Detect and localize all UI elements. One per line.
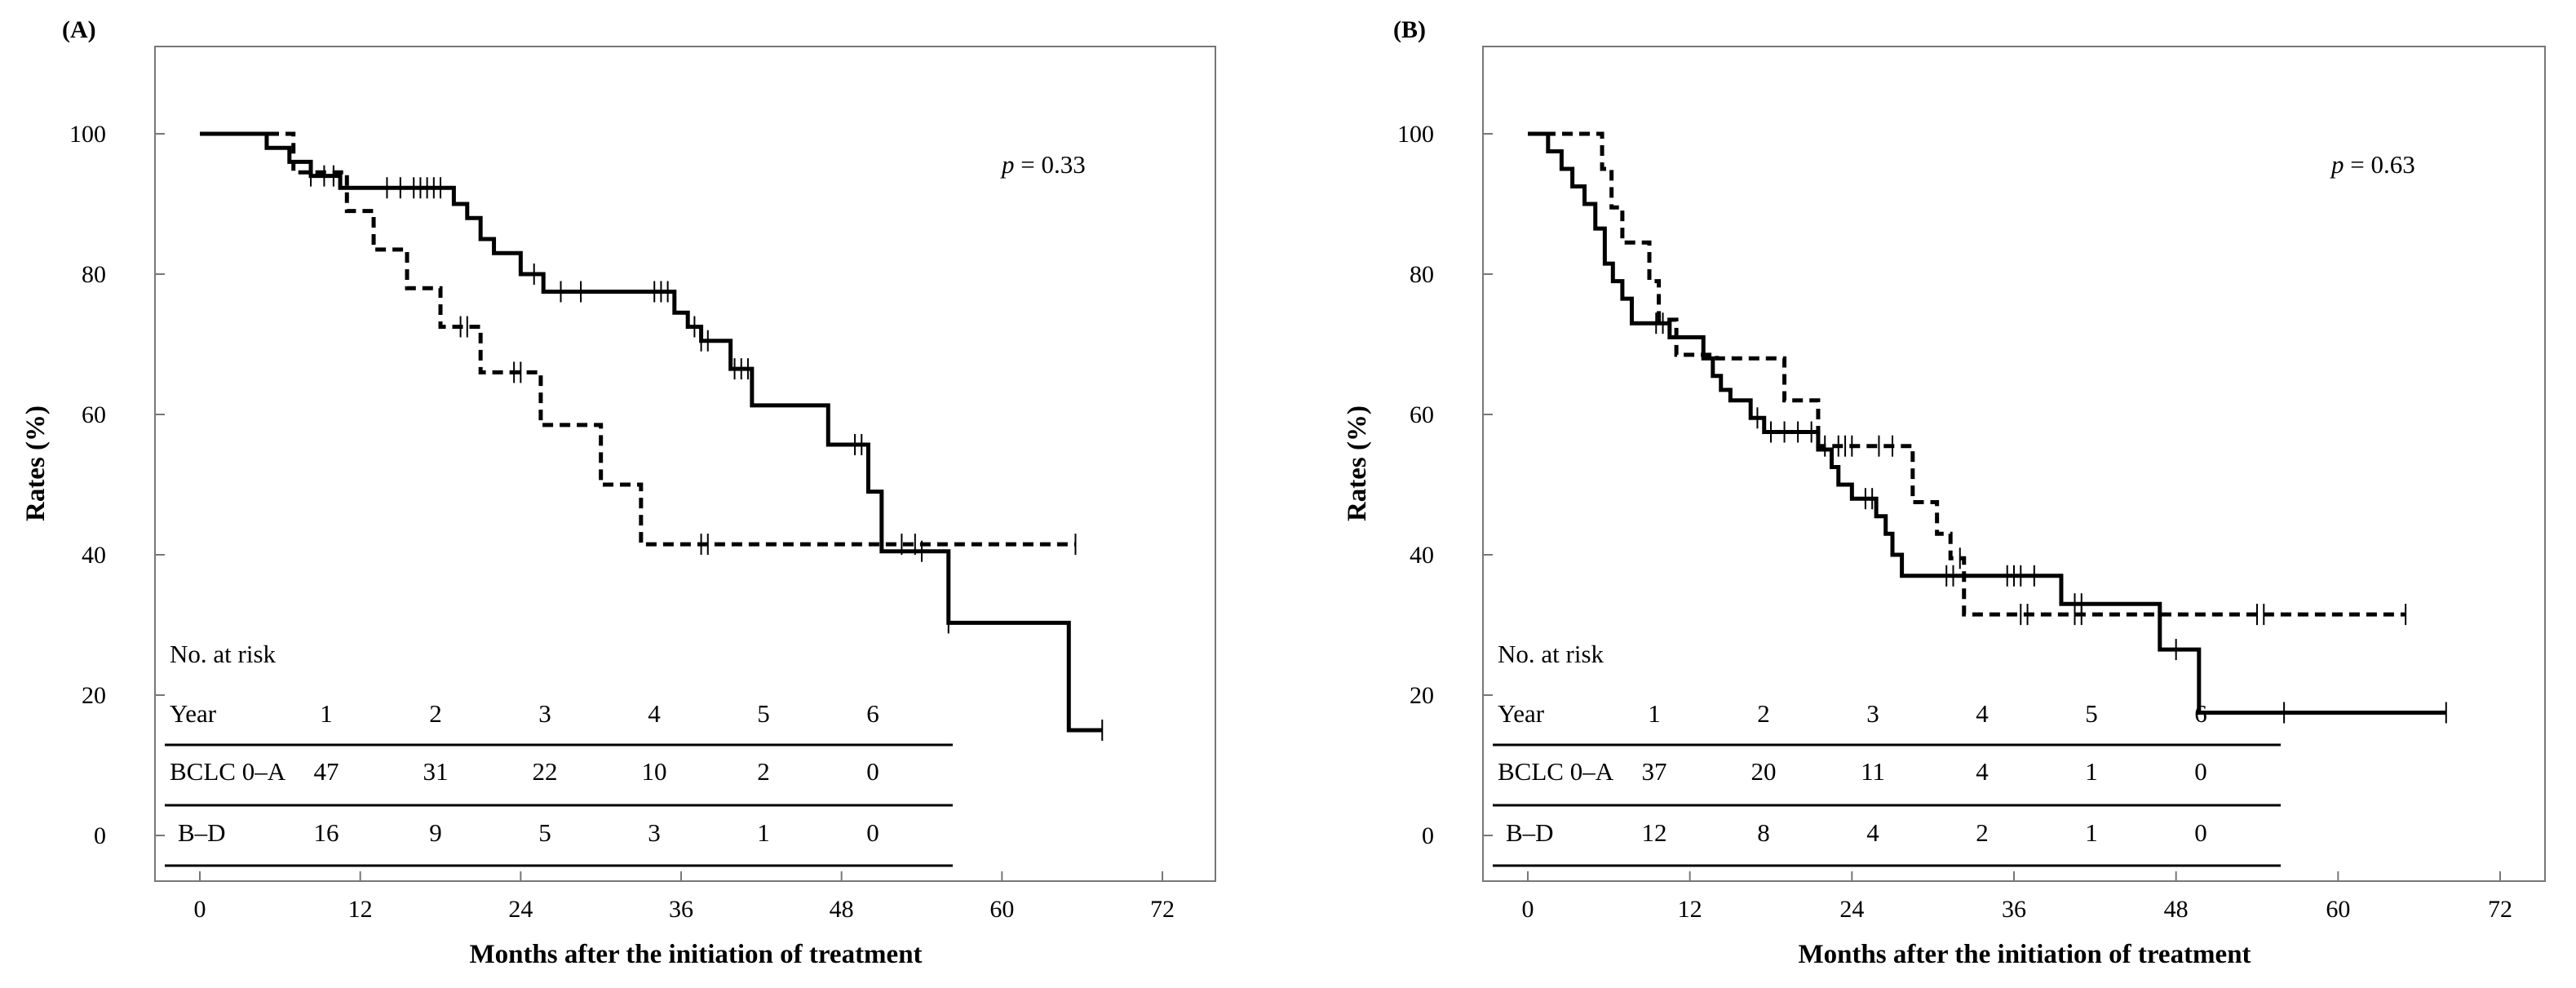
risk-year-2: 2	[429, 699, 442, 728]
plot-frame	[154, 46, 1216, 882]
risk-row-name: B–D	[178, 818, 226, 847]
x-tick-label: 60	[2326, 896, 2350, 923]
risk-count: 10	[642, 757, 667, 786]
x-tick-label: 36	[669, 896, 693, 923]
risk-count: 0	[2194, 757, 2207, 786]
risk-row-name: BCLC 0–A	[170, 757, 286, 786]
risk-count: 2	[1976, 818, 1989, 847]
y-tick-label: 80	[82, 261, 106, 288]
risk-count: 31	[423, 757, 449, 786]
x-tick-label: 72	[2488, 896, 2512, 923]
y-tick-label: 40	[1410, 542, 1434, 569]
risk-count: 11	[1861, 757, 1885, 786]
risk-row-name: B–D	[1506, 818, 1554, 847]
risk-count: 20	[1751, 757, 1777, 786]
series-line-b-d	[1528, 131, 2406, 617]
x-tick-label: 0	[1522, 896, 1534, 923]
p-value-text: = 0.33	[1015, 150, 1086, 179]
x-tick-label: 60	[989, 896, 1014, 923]
risk-count: 2	[757, 757, 770, 786]
risk-year-4: 4	[1976, 699, 1989, 728]
risk-count: 12	[1642, 818, 1667, 847]
y-tick-label: 100	[1397, 121, 1434, 148]
p-symbol: p	[1000, 150, 1015, 179]
risk-year-label: Year	[170, 699, 217, 728]
y-axis-title: Rates (%)	[21, 405, 51, 521]
p-value-text: = 0.63	[2344, 150, 2415, 179]
x-tick-label: 24	[1839, 896, 1864, 923]
risk-count: 47	[314, 757, 339, 786]
x-tick-label: 12	[1678, 896, 1702, 923]
p-value-annotation: p = 0.63	[2330, 150, 2415, 179]
panel-label: (B)	[1393, 16, 1426, 43]
series-line-bclc-0-a	[200, 131, 1103, 733]
p-value-annotation: p = 0.33	[1000, 150, 1086, 179]
x-tick-label: 72	[1150, 896, 1175, 923]
risk-count: 22	[533, 757, 558, 786]
y-tick-label: 60	[82, 401, 106, 428]
risk-year-3: 3	[1866, 699, 1879, 728]
risk-year-5: 5	[757, 699, 770, 728]
y-tick-label: 0	[94, 822, 106, 849]
risk-count: 0	[866, 757, 879, 786]
x-tick-label: 36	[2002, 896, 2026, 923]
x-tick-label: 12	[348, 896, 373, 923]
x-axis-title: Months after the initiation of treatment	[1798, 940, 2251, 969]
risk-count: 1	[2085, 818, 2098, 847]
risk-year-2: 2	[1757, 699, 1770, 728]
x-tick-label: 0	[194, 896, 206, 923]
y-tick-label: 40	[82, 542, 106, 569]
series-line-b-d	[200, 131, 1076, 547]
panel-label: (A)	[62, 16, 96, 43]
risk-count: 0	[866, 818, 879, 847]
risk-year-6: 6	[866, 699, 879, 728]
risk-count: 1	[757, 818, 770, 847]
risk-year-1: 1	[320, 699, 333, 728]
risk-year-label: Year	[1498, 699, 1545, 728]
risk-count: 5	[538, 818, 551, 847]
risk-year-1: 1	[1648, 699, 1661, 728]
y-tick-label: 20	[1410, 682, 1434, 709]
risk-count: 1	[2085, 757, 2098, 786]
risk-count: 4	[1866, 818, 1879, 847]
risk-count: 4	[1976, 757, 1989, 786]
y-axis-title: Rates (%)	[1343, 405, 1372, 521]
risk-count: 16	[314, 818, 339, 847]
risk-table-title: No. at risk	[170, 640, 277, 668]
risk-row-name: BCLC 0–A	[1498, 757, 1614, 786]
y-tick-label: 20	[82, 682, 106, 709]
risk-year-3: 3	[538, 699, 551, 728]
risk-year-5: 5	[2085, 699, 2098, 728]
risk-count: 37	[1642, 757, 1667, 786]
risk-year-4: 4	[648, 699, 661, 728]
series-line-bclc-0-a	[1528, 131, 2446, 715]
y-tick-label: 0	[1422, 822, 1434, 849]
x-axis-title: Months after the initiation of treatment	[469, 940, 922, 969]
risk-count: 0	[2194, 818, 2207, 847]
risk-count: 9	[429, 818, 442, 847]
x-tick-label: 24	[508, 896, 533, 923]
y-tick-label: 100	[69, 121, 106, 148]
risk-year-6: 6	[2194, 699, 2207, 728]
risk-table-title: No. at risk	[1498, 640, 1604, 668]
x-tick-label: 48	[830, 896, 854, 923]
risk-count: 8	[1757, 818, 1770, 847]
x-tick-label: 48	[2164, 896, 2189, 923]
y-tick-label: 80	[1410, 261, 1434, 288]
p-symbol: p	[2330, 150, 2344, 179]
y-tick-label: 60	[1410, 401, 1434, 428]
risk-count: 3	[648, 818, 661, 847]
